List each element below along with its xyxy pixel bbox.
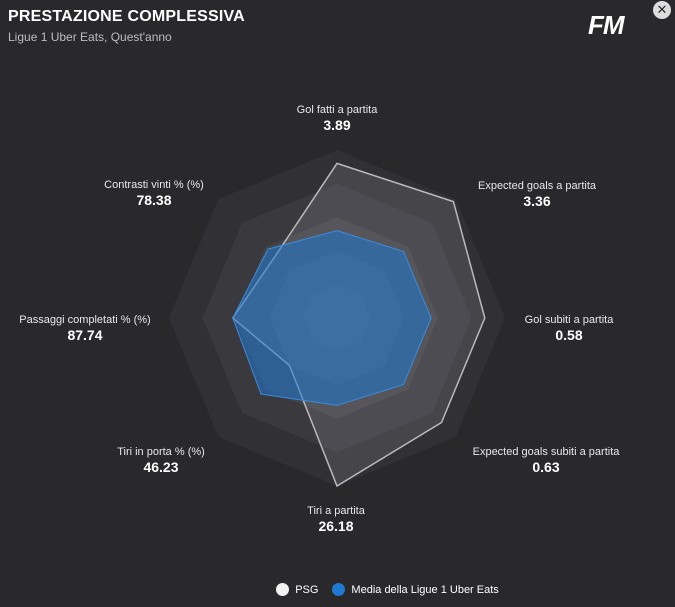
axis-label-1: Expected goals a partita (478, 180, 597, 192)
legend-item-average[interactable]: Media della Ligue 1 Uber Eats (332, 583, 499, 596)
close-button[interactable]: ✕ (653, 1, 671, 19)
axis-value-7: 78.38 (136, 192, 171, 208)
legend-swatch-psg (276, 583, 290, 596)
header: PRESTAZIONE COMPLESSIVA Ligue 1 Uber Eat… (8, 8, 245, 44)
series-average-polygon (232, 230, 432, 406)
page-subtitle: Ligue 1 Uber Eats, Quest'anno (8, 30, 172, 44)
legend: PSG Media della Ligue 1 Uber Eats (0, 583, 675, 596)
axis-label-7: Contrasti vinti % (%) (104, 179, 204, 191)
axis-label-6: Passaggi completati % (%) (19, 314, 150, 326)
axis-value-3: 0.63 (532, 459, 559, 475)
axis-value-5: 46.23 (143, 459, 178, 475)
page-title: PRESTAZIONE COMPLESSIVA (8, 8, 245, 25)
axis-value-4: 26.18 (318, 518, 353, 534)
legend-item-psg[interactable]: PSG (176, 583, 318, 596)
legend-label-psg: PSG (295, 583, 319, 596)
legend-swatch-average (332, 583, 346, 596)
axis-value-0: 3.89 (323, 117, 350, 133)
axis-label-2: Gol subiti a partita (525, 314, 615, 326)
axis-label-5: Tiri in porta % (%) (117, 446, 205, 458)
axis-value-2: 0.58 (555, 327, 582, 343)
axis-label-4: Tiri a partita (307, 505, 366, 517)
axis-label-0: Gol fatti a partita (297, 104, 379, 116)
axis-value-1: 3.36 (523, 193, 550, 209)
fm-logo: FM (588, 10, 625, 40)
axis-label-3: Expected goals subiti a partita (473, 446, 621, 458)
axis-value-6: 87.74 (67, 327, 102, 343)
legend-label-average: Media della Ligue 1 Uber Eats (351, 583, 499, 596)
